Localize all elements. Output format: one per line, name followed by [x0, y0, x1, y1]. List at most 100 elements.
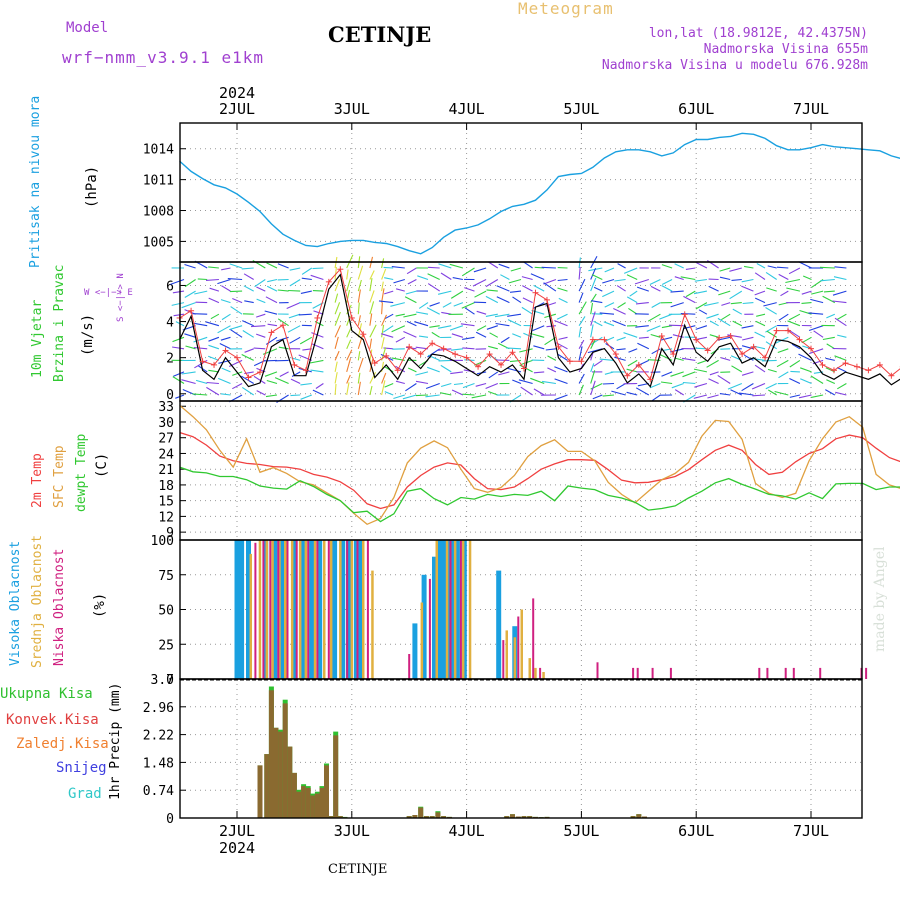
wind-arrow: [219, 343, 231, 350]
precip-legend-graupel: Grad: [68, 786, 102, 802]
cloud-bar: [362, 540, 365, 679]
cloud-bar: [340, 540, 346, 679]
wind-arrow: [193, 322, 208, 327]
wind-arrow: [369, 313, 373, 326]
wind-arrow: [825, 357, 835, 361]
wind-arrow: [523, 261, 533, 269]
wind-arrow: [357, 315, 361, 326]
wind-arrow: [288, 313, 301, 319]
wind-arrow: [591, 274, 603, 280]
wind-arrow: [680, 276, 696, 281]
wind-arrow: [616, 348, 626, 351]
wind-arrow: [415, 394, 429, 397]
wind-arrow: [626, 391, 638, 396]
wind-arrow: [406, 320, 417, 327]
wind-arrow: [227, 278, 243, 281]
bottom-day-label: 5JUL: [563, 822, 599, 840]
wind-arrow: [752, 394, 766, 397]
wind-arrow: [381, 314, 388, 326]
wind-arrow: [184, 290, 196, 298]
wind-arrow: [486, 325, 498, 330]
y-tick-label: 18: [158, 479, 174, 494]
wind-arrow: [530, 273, 545, 281]
wind-arrow: [382, 325, 394, 333]
wind-arrow: [243, 273, 254, 280]
wind-arrow: [267, 323, 278, 327]
cloud-bar: [290, 540, 294, 679]
model-elevation-label: Nadmorska Visina u modelu 676.928m: [601, 58, 868, 73]
cloud-bar: [432, 556, 437, 679]
wind-arrow: [438, 263, 452, 269]
wind-arrow: [547, 355, 557, 361]
cloud-bar: [449, 540, 452, 679]
cloud-bar: [286, 540, 289, 679]
wind-arrow: [778, 313, 789, 321]
wind-arrow: [533, 284, 545, 292]
wind-arrow: [719, 393, 731, 396]
wind-arrow: [822, 336, 835, 341]
wind-arrow: [709, 320, 719, 327]
wind-arrow: [776, 266, 789, 269]
wind-arrow: [708, 285, 719, 292]
wind-arrow: [787, 320, 801, 327]
cloud-bar: [758, 667, 761, 679]
wind-arrow: [837, 313, 847, 320]
wind-arrow: [346, 269, 349, 280]
wind-arrow: [310, 369, 324, 373]
wind-arrow: [531, 309, 545, 315]
wind-arrow: [801, 302, 812, 304]
wind-arrow: [718, 290, 731, 296]
precip-bar-convective: [337, 816, 343, 818]
wind-arrow: [488, 345, 498, 350]
y-tick-label: 6: [166, 279, 174, 294]
y-tick-label: 2.22: [143, 729, 174, 744]
wind-arrow: [405, 383, 417, 392]
cloud-bar: [350, 540, 354, 679]
wind-arrow: [172, 290, 185, 294]
wind-arrow: [369, 338, 373, 349]
wind-arrow: [593, 359, 603, 367]
cloud-bar: [339, 540, 342, 679]
wind-arrow: [696, 262, 708, 269]
wind-arrow: [529, 332, 545, 338]
wind-arrow: [763, 302, 777, 307]
precip-legend-snow: Snijeg: [56, 760, 107, 776]
wind-arrow: [384, 391, 394, 396]
cloud-bar: [513, 637, 517, 679]
wind-arrow: [404, 296, 417, 304]
model-label: Model: [66, 20, 109, 36]
wind-arrow: [383, 266, 394, 269]
wind-arrow: [495, 322, 510, 327]
cloud-bar: [254, 542, 257, 679]
cloud-bar: [596, 662, 599, 679]
wind-arrow: [628, 348, 638, 353]
precip-bar-convective: [291, 772, 297, 818]
y-tick-label: 1005: [143, 235, 174, 250]
wind-arrow: [287, 325, 301, 333]
wind-arrow: [614, 278, 626, 282]
cloud-bar: [445, 540, 449, 679]
wind-arrow: [680, 312, 696, 315]
wind-arrow: [578, 278, 586, 292]
wind-arrow: [192, 313, 208, 315]
wind-arrow: [381, 333, 394, 338]
wind-arrow: [300, 382, 312, 386]
wind-arrow: [683, 295, 696, 304]
wind-arrow: [766, 287, 777, 292]
cloud-bar: [502, 640, 505, 679]
wind-arrow: [590, 267, 597, 280]
cloud-bar: [454, 540, 460, 679]
wind-arrow: [602, 394, 615, 397]
y-tick-label: 2.96: [143, 701, 174, 716]
wind-arrow: [532, 325, 545, 332]
wind-arrow: [256, 286, 266, 292]
wind-arrow: [172, 336, 185, 343]
wind-arrow: [346, 339, 352, 350]
wind-arrow: [661, 325, 673, 329]
wind-arrow: [522, 285, 533, 292]
wind-arrow: [244, 300, 254, 304]
y-tick-label: 4: [166, 316, 174, 331]
wind-arrow: [558, 336, 568, 340]
y-tick-label: 0.74: [143, 784, 174, 799]
wind-arrow: [346, 374, 351, 384]
